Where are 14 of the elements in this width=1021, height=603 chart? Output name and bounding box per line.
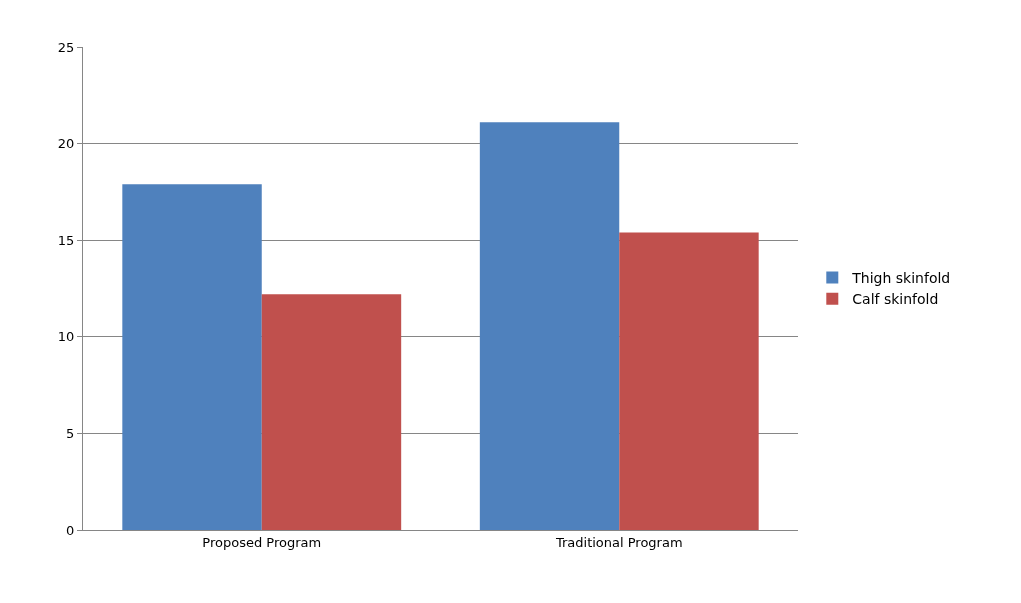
x-tick-label: Traditional Program <box>554 534 683 550</box>
y-tick-label: 15 <box>57 232 75 248</box>
legend-label: Thigh skinfold <box>851 270 951 287</box>
y-tick-label: 25 <box>57 39 75 55</box>
bar <box>122 184 262 530</box>
bar <box>479 122 620 530</box>
bar <box>619 232 759 530</box>
y-tick-label: 20 <box>57 136 75 152</box>
y-tick-label: 10 <box>57 329 75 345</box>
bar <box>261 294 402 530</box>
legend-label: Calf skinfold <box>852 291 939 308</box>
y-tick-label: 5 <box>66 425 75 441</box>
y-tick-label: 0 <box>66 522 75 538</box>
x-tick-label: Proposed Program <box>202 534 322 550</box>
